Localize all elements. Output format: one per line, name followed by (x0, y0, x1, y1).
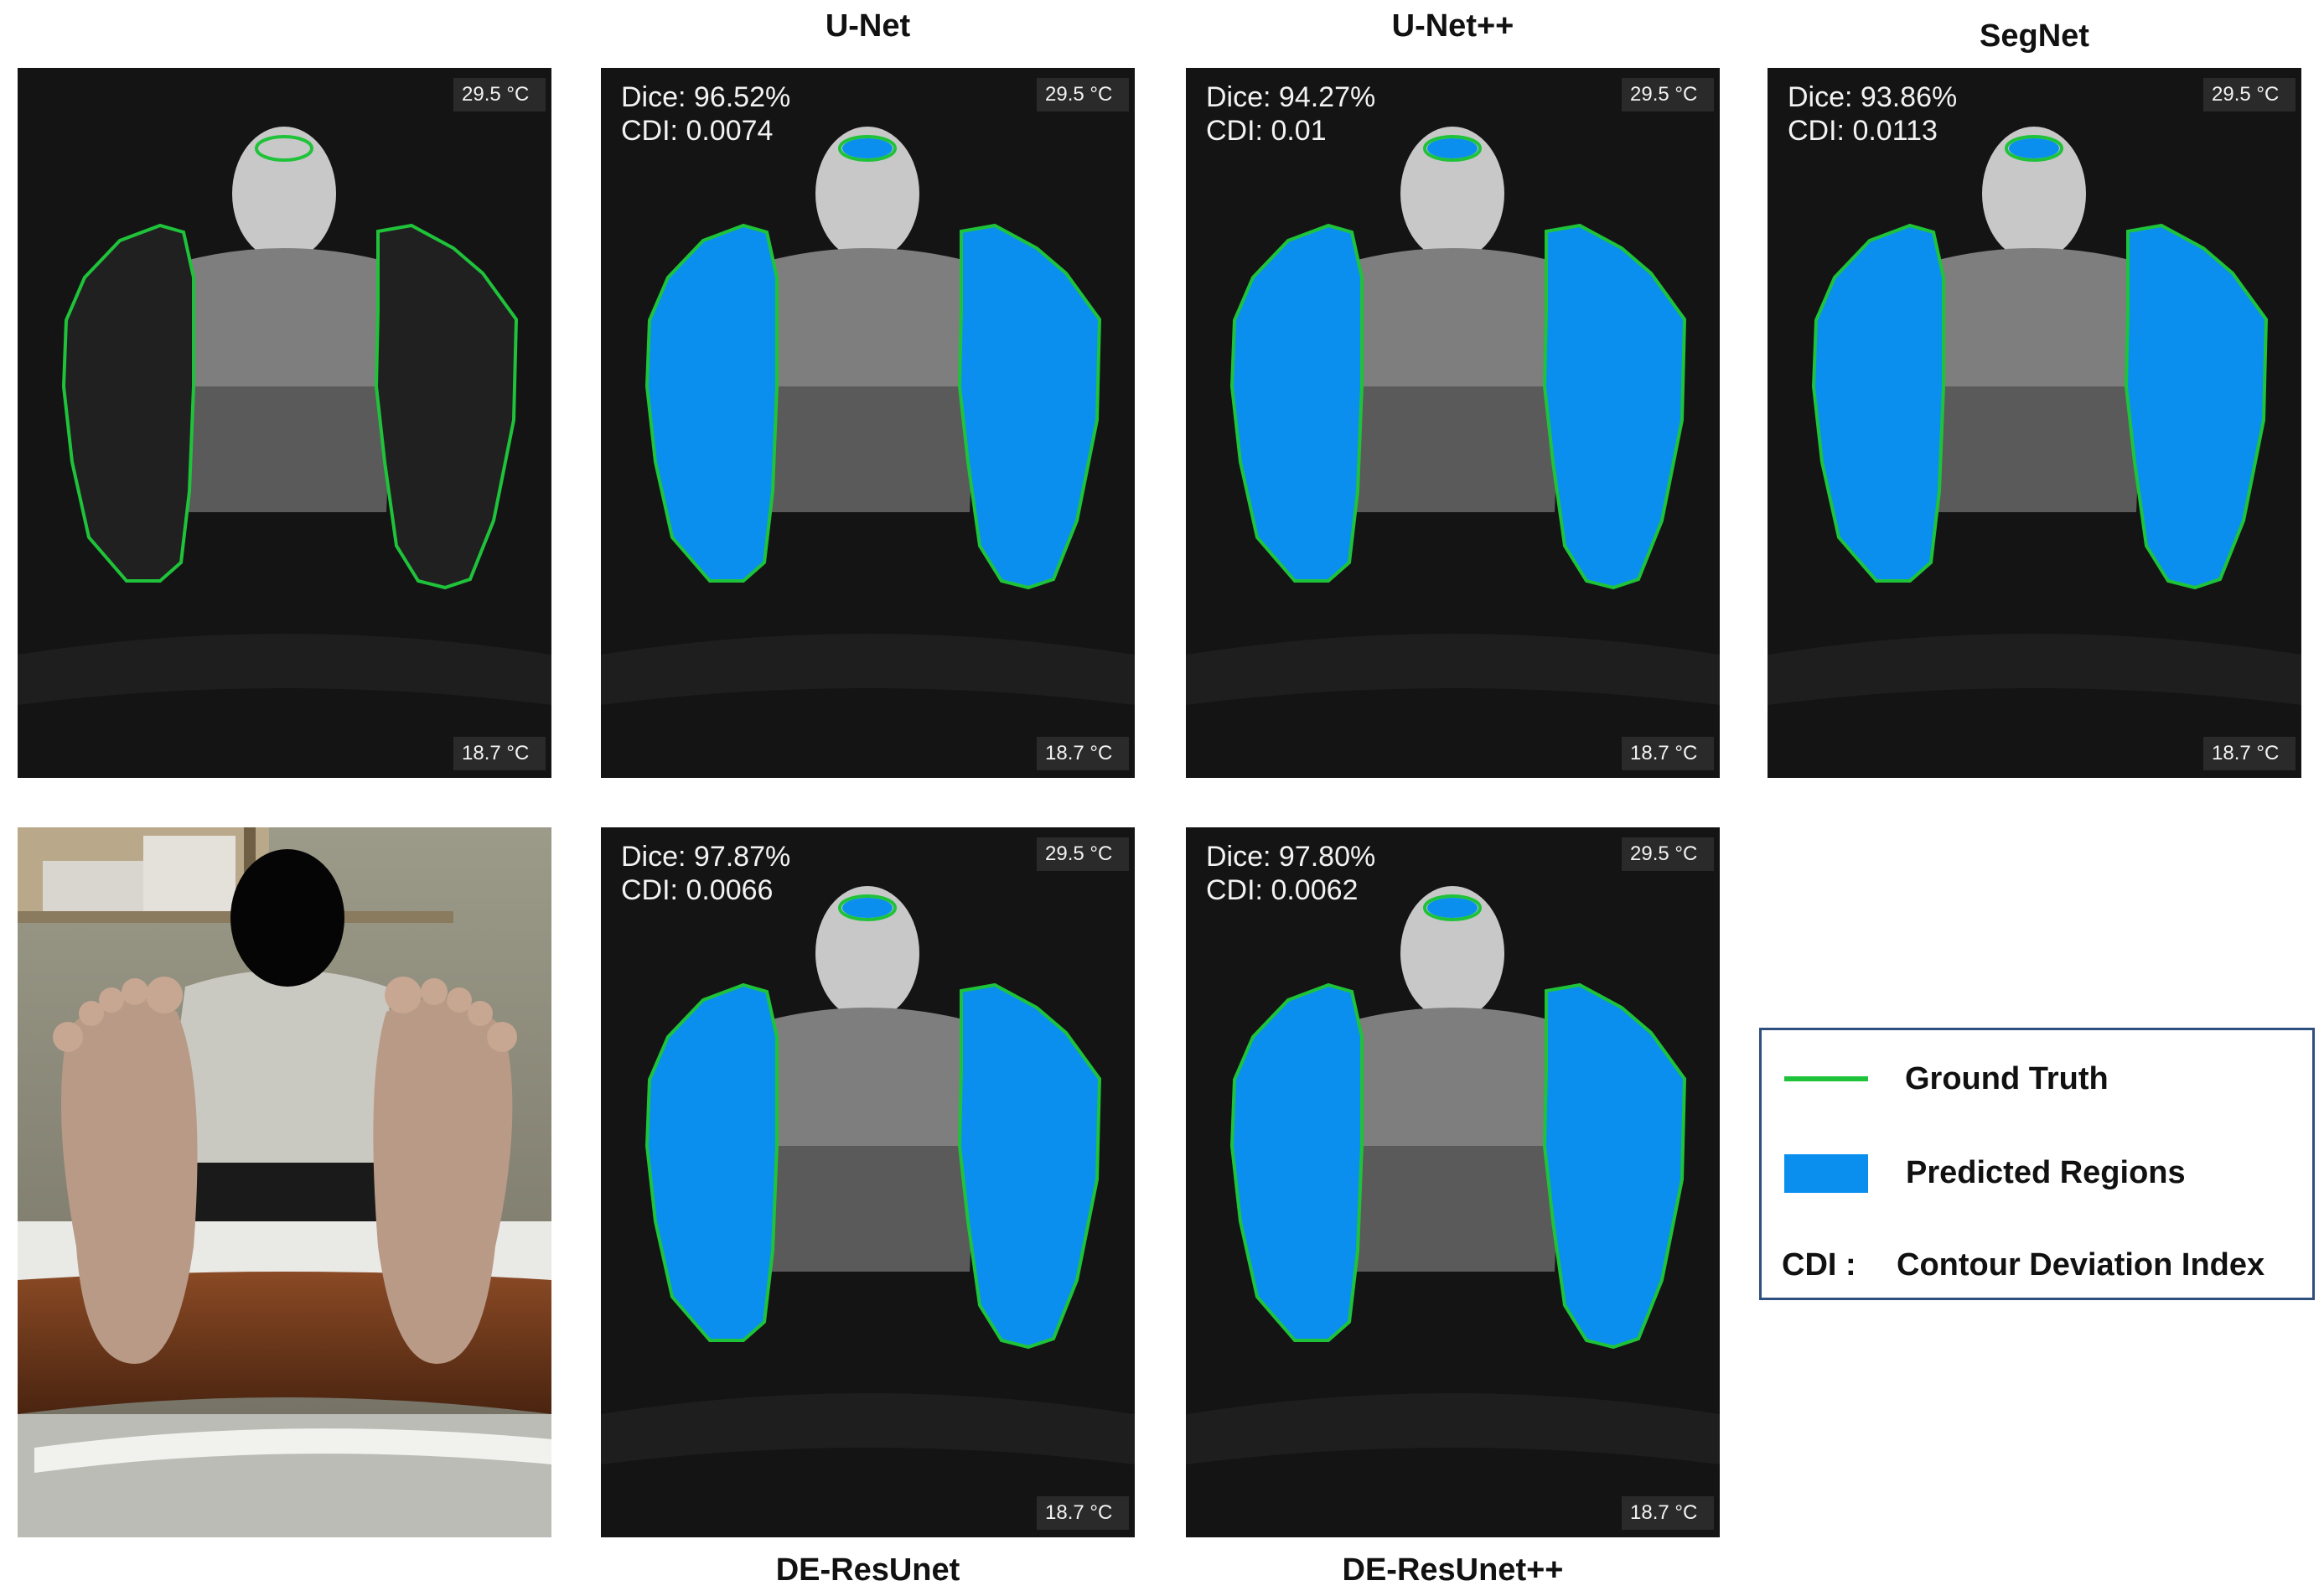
column-title-unet: U-Net (825, 8, 911, 44)
min-temp-label: 18.7 °C (1630, 742, 1698, 764)
max-temp-label: 29.5 °C (1630, 842, 1698, 865)
min-temp-label: 18.7 °C (462, 742, 530, 764)
label-de-resunet: DE-ResUnet (775, 1552, 960, 1588)
panel-ground-truth: 29.5 °C 18.7 °C (18, 68, 551, 778)
legend-row-ground-truth: Ground Truth (1762, 1054, 2312, 1104)
legend-cdi-abbr: CDI : (1782, 1247, 1856, 1283)
panel-de-resunetpp: 29.5 °C 18.7 °C Dice: 97.80% CDI: 0.0062 (1186, 827, 1720, 1537)
thermal-image (1186, 827, 1720, 1537)
thermal-image (601, 827, 1135, 1537)
cdi-score: CDI: 0.0066 (621, 874, 774, 906)
max-temp-label: 29.5 °C (1630, 83, 1698, 106)
panel-photo (18, 827, 551, 1537)
panel-unetpp: 29.5 °C 18.7 °C Dice: 94.27% CDI: 0.01 (1186, 68, 1720, 778)
panel-unet: 29.5 °C 18.7 °C Dice: 96.52% CDI: 0.0074 (601, 68, 1135, 778)
thermal-image (1186, 68, 1720, 778)
dice-score: Dice: 97.87% (621, 841, 791, 873)
legend: Ground Truth Predicted Regions CDI : Con… (1759, 1028, 2315, 1300)
cdi-score: CDI: 0.0062 (1206, 874, 1359, 906)
min-temp-label: 18.7 °C (2212, 742, 2280, 764)
cdi-score: CDI: 0.0113 (1788, 115, 1938, 147)
ground-truth-line-swatch (1784, 1076, 1868, 1081)
cdi-score: CDI: 0.0074 (621, 115, 774, 147)
label-de-resunetpp: DE-ResUnet++ (1342, 1552, 1564, 1588)
max-temp-label: 29.5 °C (1045, 842, 1113, 865)
min-temp-label: 18.7 °C (1045, 1501, 1113, 1524)
dice-score: Dice: 96.52% (621, 81, 791, 113)
dice-score: Dice: 93.86% (1788, 81, 1958, 113)
thermal-image (18, 68, 551, 778)
cdi-score: CDI: 0.01 (1206, 115, 1327, 147)
max-temp-label: 29.5 °C (1045, 83, 1113, 106)
panel-de-resunet: 29.5 °C 18.7 °C Dice: 97.87% CDI: 0.0066 (601, 827, 1135, 1537)
legend-predicted-label: Predicted Regions (1906, 1155, 2186, 1190)
legend-row-cdi: CDI : Contour Deviation Index (1762, 1240, 2312, 1290)
min-temp-label: 18.7 °C (1045, 742, 1113, 764)
max-temp-label: 29.5 °C (2212, 83, 2280, 106)
legend-ground-truth-label: Ground Truth (1905, 1061, 2109, 1096)
max-temp-label: 29.5 °C (462, 83, 530, 106)
min-temp-label: 18.7 °C (1630, 1501, 1698, 1524)
thermal-image (1768, 68, 2301, 778)
dice-score: Dice: 97.80% (1206, 841, 1376, 873)
column-title-unetpp: U-Net++ (1391, 8, 1514, 44)
dice-score: Dice: 94.27% (1206, 81, 1376, 113)
legend-row-predicted: Predicted Regions (1762, 1148, 2312, 1198)
predicted-region-swatch (1784, 1154, 1868, 1193)
legend-cdi-full: Contour Deviation Index (1897, 1247, 2265, 1283)
column-title-segnet: SegNet (1980, 18, 2089, 54)
patient-photo (18, 827, 551, 1537)
panel-segnet: 29.5 °C 18.7 °C Dice: 93.86% CDI: 0.0113 (1768, 68, 2301, 778)
thermal-image (601, 68, 1135, 778)
